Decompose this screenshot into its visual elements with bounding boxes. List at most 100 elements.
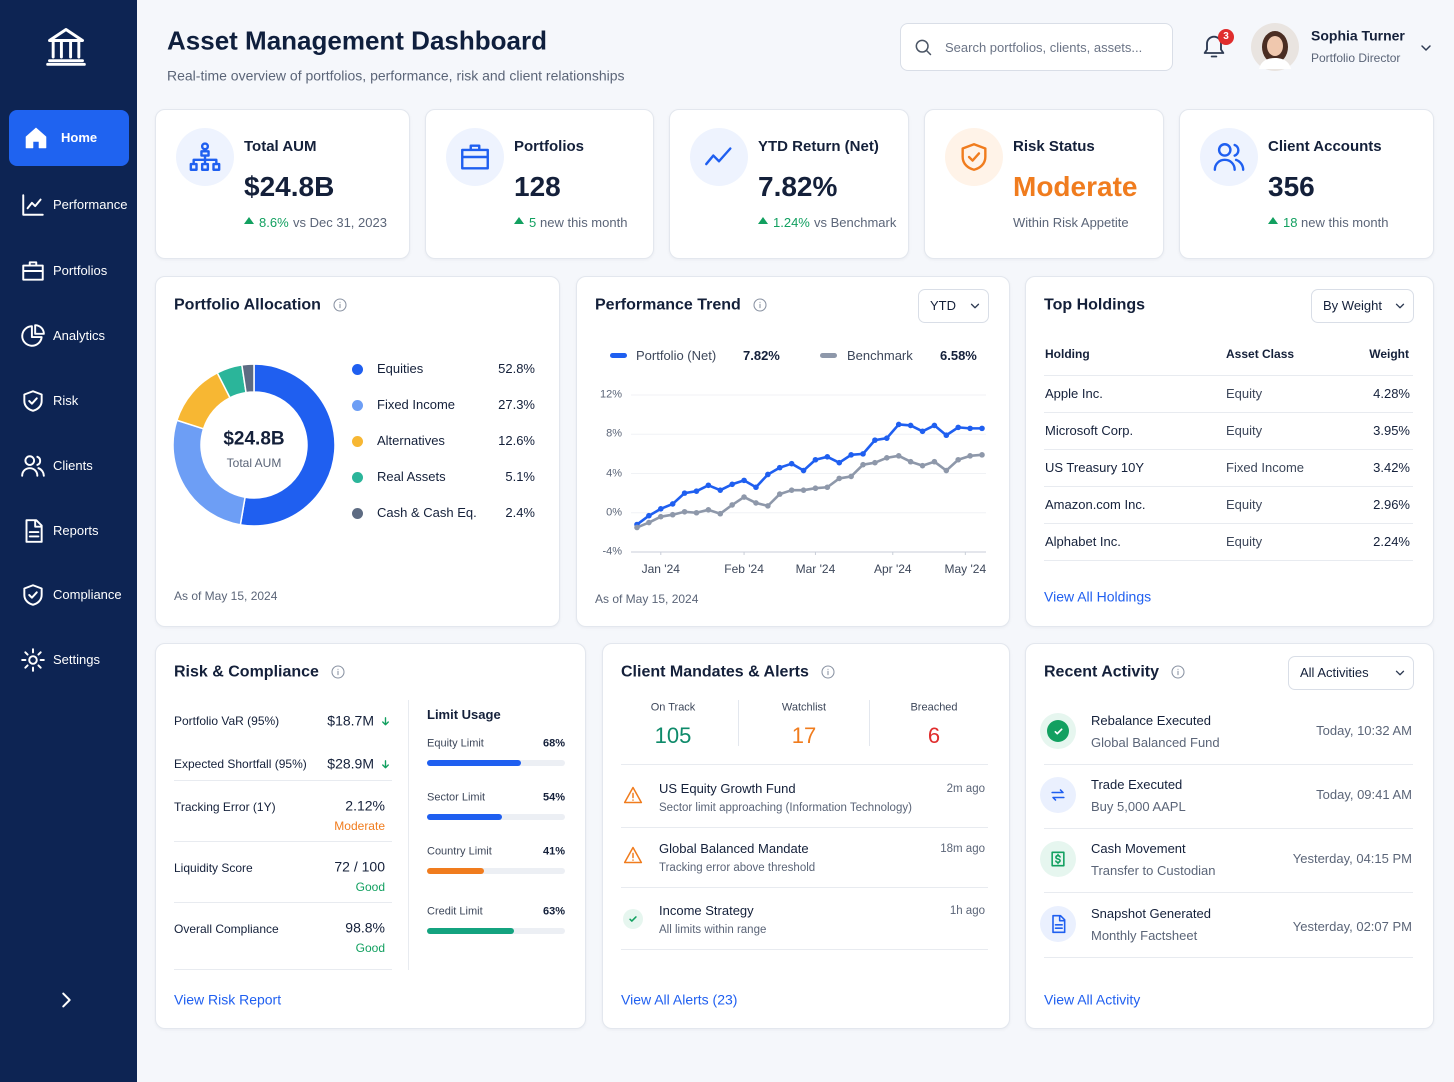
nav-item[interactable]: Portfolios [53,263,108,279]
alert-icon [623,786,643,804]
search-placeholder: Search portfolios, clients, assets... [945,40,1143,56]
activity-detail: Monthly Factsheet [1091,928,1198,944]
table-cell: Alphabet Inc. [1045,534,1121,550]
legend-label: Equities [377,361,424,377]
kpi-note: new this month [540,215,628,231]
series-point [693,509,700,516]
dropdown[interactable] [1288,656,1414,690]
series-point [812,485,819,492]
link[interactable]: View All Activity [1044,991,1141,1008]
nav-icon [23,584,43,606]
count-value: 6 [927,722,941,748]
alert-icon [629,916,637,922]
row-divider [1044,560,1413,561]
nav-item[interactable]: Performance [53,197,128,213]
metric-value: 2.12% [345,797,385,814]
kpi-icon-shape [189,142,221,171]
search-box[interactable] [900,23,1173,71]
page-title: Asset Management Dashboard [167,25,547,56]
activity-title: Snapshot Generated [1091,906,1211,922]
series-point [776,491,783,497]
activity-icon-shape [1054,727,1062,735]
user-name: Sophia Turner [1311,27,1405,44]
count-divider [738,700,739,746]
series-point [967,425,973,432]
kpi-delta: 18 [1283,215,1298,231]
donut-segment [239,363,336,527]
nav-item[interactable]: Home [61,130,98,146]
nav-item[interactable]: Clients [53,458,93,474]
kpi-value: $24.8B [244,171,335,203]
notification-count: 3 [1223,31,1229,42]
nav-item[interactable]: Compliance [53,587,122,603]
metric-status: Good [355,940,385,955]
table-cell: Fixed Income [1226,460,1305,476]
alert-icon-shape [623,786,643,804]
dropdown[interactable] [1311,289,1414,323]
kpi-icon [961,143,987,171]
notification-badge [1218,29,1234,45]
kpi-delta: 1.24% [773,215,810,231]
series-point [657,506,664,512]
alert-detail: Tracking error above threshold [659,862,816,875]
activity-icon-shape [1051,789,1065,801]
legend-value: 5.1% [505,469,535,485]
table-cell: 4.28% [1373,386,1410,402]
user-role: Portfolio Director [1311,50,1401,65]
nav-icon-shape [21,455,45,477]
series-point [824,454,831,460]
alert-detail: All limits within range [659,924,767,937]
table-cell: 3.42% [1373,460,1410,476]
table-cell: Amazon.com Inc. [1045,497,1146,513]
table-cell: Microsoft Corp. [1045,423,1134,439]
link[interactable]: View All Alerts (23) [621,991,738,1008]
info-icon [821,665,835,679]
row-divider [1044,449,1413,450]
card-title: Portfolio Allocation [174,296,321,314]
kpi-delta: 8.6% [259,215,289,231]
avatar-face [1267,36,1283,56]
sidebar-expand [62,992,71,1008]
table-header: Weight [1369,346,1409,361]
table-cell: 2.24% [1373,534,1410,550]
metric-value: $28.9M [327,755,374,772]
count-label: On Track [650,701,696,714]
activity-icon [1054,727,1062,735]
legend-value: 52.8% [498,361,535,377]
link[interactable]: View Risk Report [174,991,282,1008]
legend-dot [351,435,363,447]
nav-item[interactable]: Reports [53,523,99,539]
kpi-icon [1213,143,1245,171]
sidebar [0,0,137,1082]
holdings-card [1025,276,1434,627]
donut-center-label: Total AUM [226,455,282,470]
delta-arrow [1268,217,1278,224]
donut-segment [241,363,255,394]
trend-down-shape [381,759,389,768]
dropdown-chevron [1395,303,1405,309]
kpi-note: Within Risk Appetite [1013,215,1129,231]
activity-divider [1044,892,1413,893]
table-header: Asset Class [1226,346,1295,361]
link[interactable]: View All Holdings [1044,588,1152,605]
series-point [848,473,854,480]
series-point [753,484,759,491]
series-point [669,511,676,518]
dropdown-chevron-shape [970,303,980,309]
nav-item[interactable]: Analytics [53,328,106,344]
card-title: Performance Trend [595,296,741,314]
avatar [1251,23,1299,71]
series-point [646,512,652,519]
series-point [729,481,735,488]
series-point [669,501,676,507]
info-icon-shape [753,298,767,312]
limit-label: Equity Limit [427,737,484,750]
x-tick-label: Feb '24 [724,561,764,576]
series-point [943,432,950,439]
x-tick-label: Jan '24 [641,561,680,576]
legend-swatch [610,353,627,358]
user-menu [1421,45,1431,51]
nav-item[interactable]: Risk [53,393,79,409]
limit-bar [427,928,514,934]
nav-item[interactable]: Settings [53,652,100,668]
